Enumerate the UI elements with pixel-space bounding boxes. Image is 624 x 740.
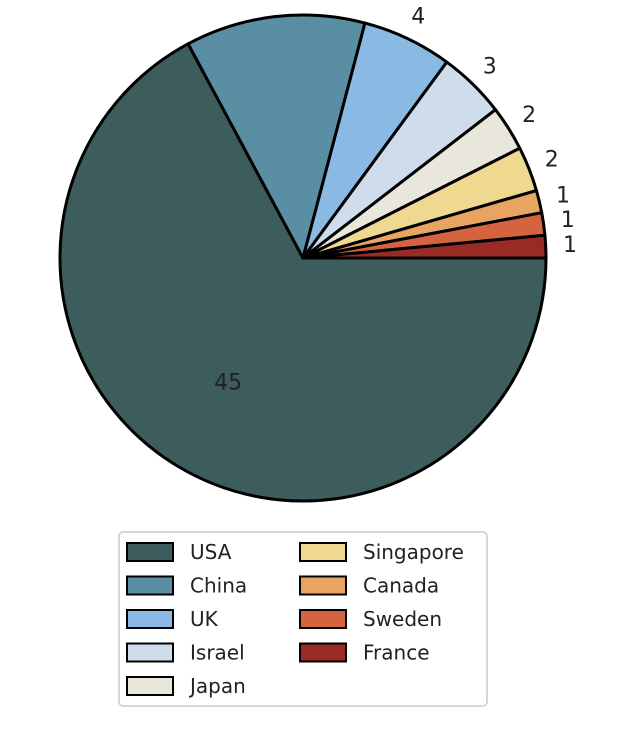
pie-slice-france: [301, 233, 548, 260]
legend-swatch-china: [126, 575, 174, 596]
value-label-singapore: 2: [545, 148, 559, 173]
pie-slice-china: [186, 13, 367, 260]
legend-swatch-france: [299, 642, 347, 663]
value-label-canada: 1: [556, 183, 570, 208]
legend-swatch-japan: [126, 676, 174, 696]
legend-swatch-singapore: [299, 542, 347, 562]
legend-label-israel: Israel: [190, 641, 245, 665]
legend-label-canada: Canada: [363, 574, 439, 598]
legend-swatch-usa: [126, 542, 174, 562]
legend-label-singapore: Singapore: [363, 540, 464, 564]
pie-slice-usa: [58, 42, 548, 503]
legend: USA China UK Israel Japan Singapore Canada Swed…: [118, 531, 488, 707]
value-label-usa: 45: [214, 371, 242, 396]
legend-label-china: China: [190, 574, 247, 598]
legend-label-usa: USA: [190, 540, 232, 564]
value-label-france: 1: [563, 233, 577, 258]
value-label-israel: 3: [483, 54, 497, 79]
legend-swatch-uk: [126, 609, 174, 629]
value-label-japan: 2: [522, 103, 536, 128]
legend-swatch-israel: [126, 642, 174, 663]
pie-slices: [58, 13, 548, 503]
pie-value-labels: 4584322111: [214, 0, 577, 396]
legend-label-sweden: Sweden: [363, 607, 442, 631]
value-label-uk: 4: [411, 4, 425, 29]
legend-swatch-canada: [299, 575, 347, 596]
value-label-china: 8: [265, 0, 279, 5]
legend-swatch-sweden: [299, 609, 347, 629]
legend-label-japan: Japan: [188, 674, 246, 698]
legend-label-uk: UK: [190, 607, 219, 631]
value-label-sweden: 1: [561, 208, 575, 233]
legend-label-france: France: [363, 641, 430, 665]
